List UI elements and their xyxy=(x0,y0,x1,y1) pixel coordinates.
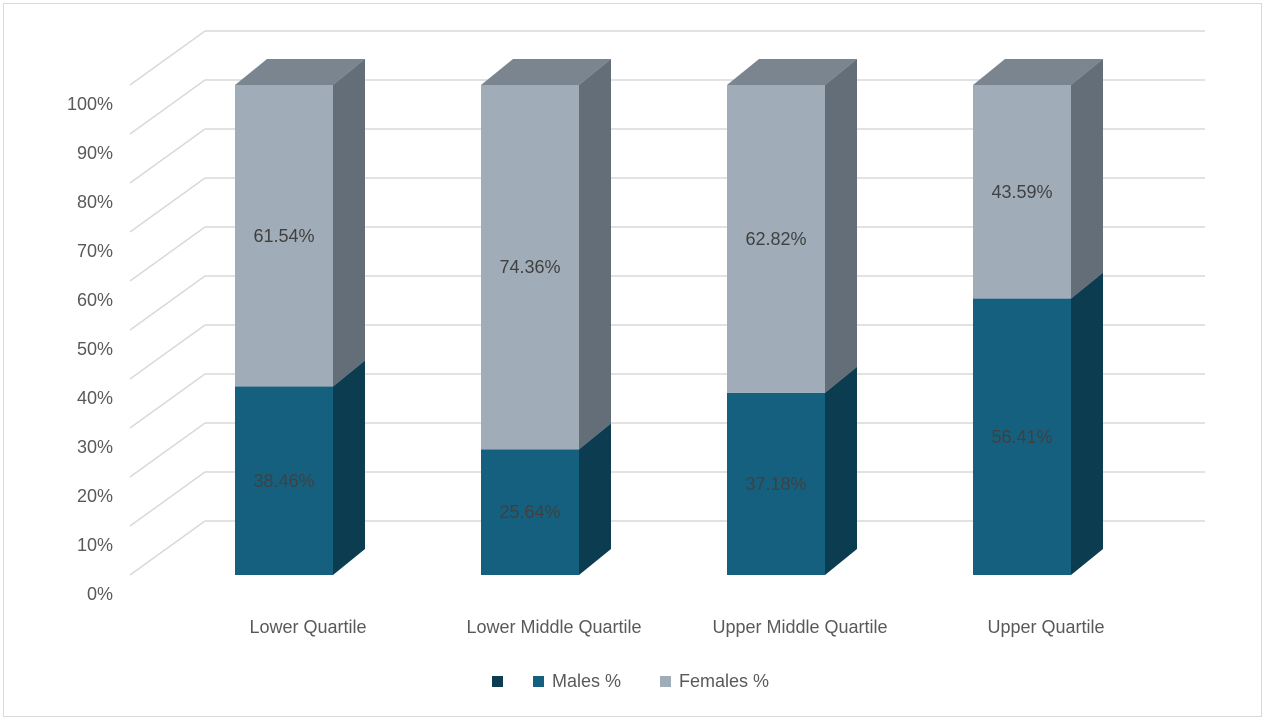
data-label-males: 56.41% xyxy=(991,427,1052,447)
bars xyxy=(235,59,1103,575)
legend: Males % Females % xyxy=(492,671,769,691)
bar-males-side xyxy=(825,366,857,575)
data-labels: 38.46% 61.54% 25.64% 74.36% 37.18% 62.82% 56.4… xyxy=(253,182,1052,522)
data-label-females: 61.54% xyxy=(253,226,314,246)
bar-males-side xyxy=(579,423,611,575)
y-tick-label: 30% xyxy=(77,437,113,457)
data-label-females: 74.36% xyxy=(499,257,560,277)
y-tick-label: 10% xyxy=(77,535,113,555)
y-tick-label: 50% xyxy=(77,339,113,359)
bar-males-side xyxy=(1071,272,1103,575)
data-label-females: 62.82% xyxy=(745,229,806,249)
legend-marker-males xyxy=(533,676,544,687)
bar-females-front xyxy=(481,85,579,450)
y-tick-label: 60% xyxy=(77,290,113,310)
bar-females-side xyxy=(579,59,611,450)
bar-top xyxy=(727,59,857,85)
bar-males-front xyxy=(235,386,333,575)
y-tick-label: 0% xyxy=(87,584,113,604)
y-tick-label: 40% xyxy=(77,388,113,408)
y-tick-label: 80% xyxy=(77,192,113,212)
x-axis-categories: Lower Quartile Lower Middle Quartile Upper… xyxy=(249,617,1104,637)
gridline-diagonal xyxy=(129,226,206,282)
gridline-diagonal xyxy=(129,128,206,184)
gridline-diagonal xyxy=(129,373,206,429)
gridline-diagonal xyxy=(129,30,206,86)
gridline-diagonal xyxy=(129,177,206,233)
bar-top xyxy=(481,59,611,85)
bar-females-front xyxy=(727,85,825,393)
gridline-diagonal xyxy=(129,324,206,380)
bar-females-side xyxy=(333,59,365,387)
data-label-males: 25.64% xyxy=(499,502,560,522)
y-tick-label: 100% xyxy=(67,94,113,114)
legend-label-males: Males % xyxy=(552,671,621,691)
y-tick-label: 20% xyxy=(77,486,113,506)
y-tick-label: 90% xyxy=(77,143,113,163)
bar-males-front xyxy=(481,449,579,575)
bar-males-front xyxy=(727,392,825,575)
bar-top xyxy=(973,59,1103,85)
x-category-label: Lower Middle Quartile xyxy=(466,617,641,637)
x-category-label: Lower Quartile xyxy=(249,617,366,637)
gridline-diagonal xyxy=(129,471,206,527)
bar-top xyxy=(235,59,365,85)
bar-females-front xyxy=(973,85,1071,299)
bar-females-side xyxy=(1071,59,1103,299)
data-label-males: 37.18% xyxy=(745,474,806,494)
data-label-males: 38.46% xyxy=(253,471,314,491)
bar-males-front xyxy=(973,298,1071,575)
x-category-label: Upper Middle Quartile xyxy=(712,617,887,637)
gridline-diagonal xyxy=(129,520,206,576)
gridline-diagonal xyxy=(129,422,206,478)
gridline-diagonal xyxy=(129,275,206,331)
legend-marker xyxy=(492,676,503,687)
x-category-label: Upper Quartile xyxy=(987,617,1104,637)
gridline-diagonal xyxy=(129,79,206,135)
bar-females-front xyxy=(235,85,333,387)
data-label-females: 43.59% xyxy=(991,182,1052,202)
bar-males-side xyxy=(333,360,365,575)
y-axis-ticks: 0% 10% 20% 30% 40% 50% 60% 70% 80% 90% 100% xyxy=(67,94,113,604)
y-tick-label: 70% xyxy=(77,241,113,261)
legend-marker-females xyxy=(660,676,671,687)
legend-label-females: Females % xyxy=(679,671,769,691)
bar-females-side xyxy=(825,59,857,393)
